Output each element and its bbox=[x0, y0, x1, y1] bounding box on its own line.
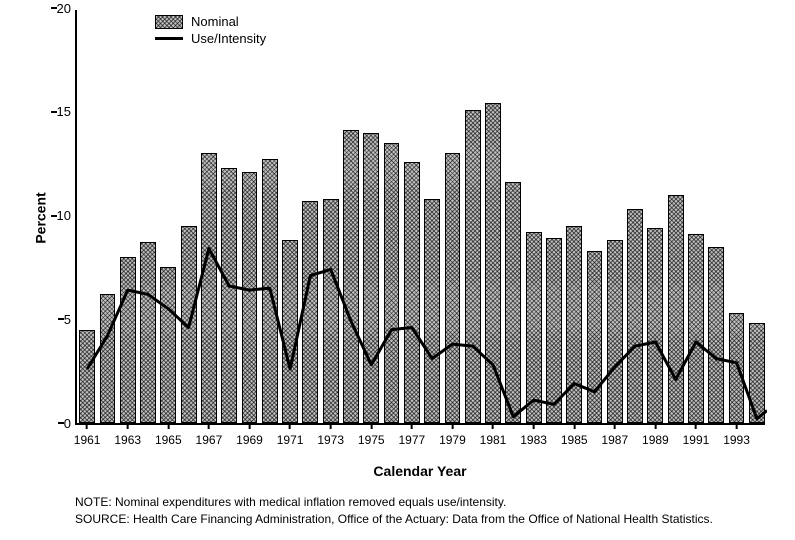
x-tick: 1981 bbox=[480, 423, 507, 447]
x-tick: 1967 bbox=[196, 423, 223, 447]
bar bbox=[302, 201, 318, 423]
bar bbox=[485, 103, 501, 423]
footnote-source: SOURCE: Health Care Financing Administra… bbox=[75, 512, 713, 526]
source-text: Health Care Financing Administration, Of… bbox=[133, 512, 713, 526]
chart-container: 0510152019611963196519671969197119731975… bbox=[0, 0, 795, 540]
bar bbox=[749, 323, 765, 423]
bar bbox=[181, 226, 197, 423]
bar bbox=[546, 238, 562, 423]
x-tick: 1973 bbox=[317, 423, 344, 447]
bar bbox=[282, 240, 298, 423]
plot-area: 0510152019611963196519671969197119731975… bbox=[75, 10, 765, 425]
x-tick: 1991 bbox=[683, 423, 710, 447]
x-tick: 1987 bbox=[601, 423, 628, 447]
bar bbox=[505, 182, 521, 423]
x-tick: 1989 bbox=[642, 423, 669, 447]
x-axis-label: Calendar Year bbox=[75, 463, 765, 479]
bar bbox=[404, 162, 420, 423]
bar bbox=[465, 110, 481, 423]
bar bbox=[627, 209, 643, 423]
source-label: SOURCE: bbox=[75, 512, 133, 526]
x-tick: 1975 bbox=[358, 423, 385, 447]
bar bbox=[729, 313, 745, 423]
x-tick: 1979 bbox=[439, 423, 466, 447]
legend-label: Use/Intensity bbox=[191, 31, 266, 46]
legend: Nominal Use/Intensity bbox=[155, 14, 266, 48]
bar bbox=[100, 294, 116, 423]
bar bbox=[445, 153, 461, 423]
bar bbox=[566, 226, 582, 423]
bar bbox=[242, 172, 258, 423]
bar bbox=[688, 234, 704, 423]
bar bbox=[262, 159, 278, 423]
bar-swatch-icon bbox=[155, 15, 183, 29]
bar bbox=[708, 247, 724, 423]
bar bbox=[607, 240, 623, 423]
x-tick: 1963 bbox=[114, 423, 141, 447]
bar bbox=[363, 133, 379, 424]
note-text: Nominal expenditures with medical inflat… bbox=[115, 495, 506, 509]
x-tick: 1977 bbox=[398, 423, 425, 447]
bar bbox=[323, 199, 339, 423]
x-tick: 1965 bbox=[155, 423, 182, 447]
bar bbox=[587, 251, 603, 423]
bar bbox=[343, 130, 359, 423]
x-tick: 1971 bbox=[277, 423, 304, 447]
y-axis-label: Percent bbox=[33, 192, 49, 243]
x-tick: 1969 bbox=[236, 423, 263, 447]
bar bbox=[140, 242, 156, 423]
bar bbox=[668, 195, 684, 423]
x-tick: 1985 bbox=[561, 423, 588, 447]
bar bbox=[526, 232, 542, 423]
bar bbox=[647, 228, 663, 423]
bar bbox=[384, 143, 400, 423]
x-tick: 1961 bbox=[74, 423, 101, 447]
legend-item: Use/Intensity bbox=[155, 31, 266, 46]
bar bbox=[201, 153, 217, 423]
footnote-note: NOTE: Nominal expenditures with medical … bbox=[75, 495, 506, 509]
bar bbox=[120, 257, 136, 423]
x-tick: 1983 bbox=[520, 423, 547, 447]
bar bbox=[160, 267, 176, 423]
bar bbox=[424, 199, 440, 423]
line-swatch-icon bbox=[155, 37, 183, 40]
legend-label: Nominal bbox=[191, 14, 239, 29]
legend-item: Nominal bbox=[155, 14, 266, 29]
bar bbox=[221, 168, 237, 423]
note-label: NOTE: bbox=[75, 495, 115, 509]
bar bbox=[79, 330, 95, 423]
x-tick: 1993 bbox=[723, 423, 750, 447]
